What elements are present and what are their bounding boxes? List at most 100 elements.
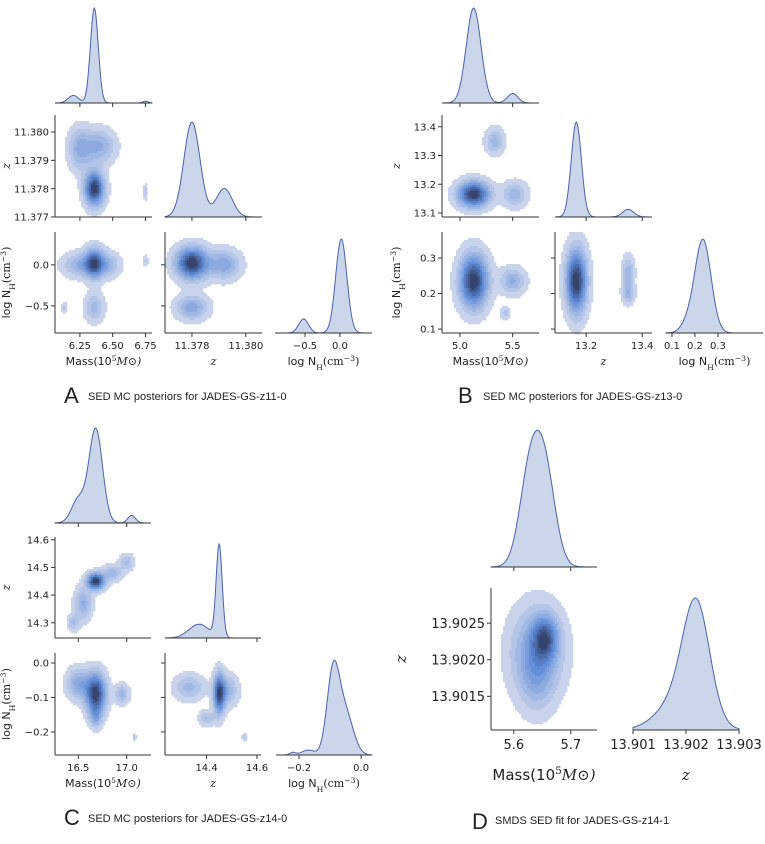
density-cell (454, 306, 456, 308)
density-cell (472, 187, 474, 189)
density-cell (448, 195, 450, 197)
density-cell (97, 141, 99, 143)
density-cell (181, 302, 183, 304)
density-cell (476, 183, 478, 185)
density-cell (498, 147, 500, 149)
density-cell (191, 310, 193, 312)
density-cell (95, 316, 97, 318)
density-cell (227, 258, 229, 260)
density-cell (89, 211, 91, 213)
density-cell (189, 300, 191, 302)
density-cell (203, 278, 205, 280)
density-cell (454, 280, 456, 282)
density-cell (486, 288, 488, 290)
density-cell (225, 282, 227, 284)
density-cell (577, 242, 579, 244)
density-cell (518, 187, 520, 189)
density-cell (183, 278, 185, 280)
density-cell (490, 143, 492, 145)
density-cell (466, 270, 468, 272)
density-cell (95, 213, 97, 215)
density-cell (81, 129, 83, 131)
density-cell (476, 310, 478, 312)
density-cell (67, 141, 69, 143)
density-cell (107, 147, 109, 149)
density-cell (81, 167, 83, 169)
density-cell (201, 316, 203, 318)
density-cell (472, 262, 474, 264)
density-cell (490, 141, 492, 143)
density-cell (573, 248, 575, 250)
density-cell (466, 203, 468, 205)
density-cell (103, 209, 105, 211)
density-cell (111, 161, 113, 163)
density-cell (520, 270, 522, 272)
x-tick-label: 6.25 (69, 341, 91, 352)
density-cell (498, 153, 500, 155)
density-cell (175, 262, 177, 264)
density-cell (175, 302, 177, 304)
density-cell (91, 133, 93, 135)
density-cell (466, 240, 468, 242)
density-cell (109, 193, 111, 195)
density-cell (466, 242, 468, 244)
density-cell (107, 169, 109, 171)
density-cell (460, 197, 462, 199)
density-cell (99, 322, 101, 324)
density-cell (69, 161, 71, 163)
density-cell (454, 207, 456, 209)
density-cell (476, 254, 478, 256)
density-cell (93, 123, 95, 125)
density-cell (506, 278, 508, 280)
density-cell (91, 264, 93, 266)
density-cell (516, 294, 518, 296)
density-cell (520, 280, 522, 282)
density-cell (458, 262, 460, 264)
density-cell (113, 262, 115, 264)
density-cell (450, 280, 452, 282)
density-cell (472, 278, 474, 280)
density-cell (99, 306, 101, 308)
density-cell (500, 135, 502, 137)
density-cell (195, 272, 197, 274)
density-cell (105, 173, 107, 175)
density-cell (243, 264, 245, 266)
density-cell (203, 306, 205, 308)
density-cell (211, 244, 213, 246)
density-cell (205, 318, 207, 320)
density-cell (468, 290, 470, 292)
density-cell (494, 266, 496, 268)
density-cell (91, 175, 93, 177)
density-cell (631, 254, 633, 256)
density-cell (97, 276, 99, 278)
density-cell (145, 254, 147, 256)
density-cell (508, 187, 510, 189)
density-cell (496, 149, 498, 151)
density-cell (197, 274, 199, 276)
density-cell (91, 282, 93, 284)
density-cell (484, 133, 486, 135)
density-cell (458, 268, 460, 270)
density-cell (518, 276, 520, 278)
density-cell (468, 207, 470, 209)
density-cell (464, 205, 466, 207)
density-cell (520, 282, 522, 284)
density-cell (458, 248, 460, 250)
density-cell (482, 177, 484, 179)
density-cell (454, 201, 456, 203)
density-cell (199, 302, 201, 304)
density-cell (95, 256, 97, 258)
density-cell (480, 256, 482, 258)
density-cell (482, 282, 484, 284)
density-cell (75, 155, 77, 157)
density-cell (518, 191, 520, 193)
density-cell (183, 252, 185, 254)
density-cell (482, 137, 484, 139)
density-cell (81, 123, 83, 125)
density-cell (103, 201, 105, 203)
density-cell (197, 270, 199, 272)
density-cell (520, 181, 522, 183)
density-cell (524, 189, 526, 191)
density-cell (464, 189, 466, 191)
